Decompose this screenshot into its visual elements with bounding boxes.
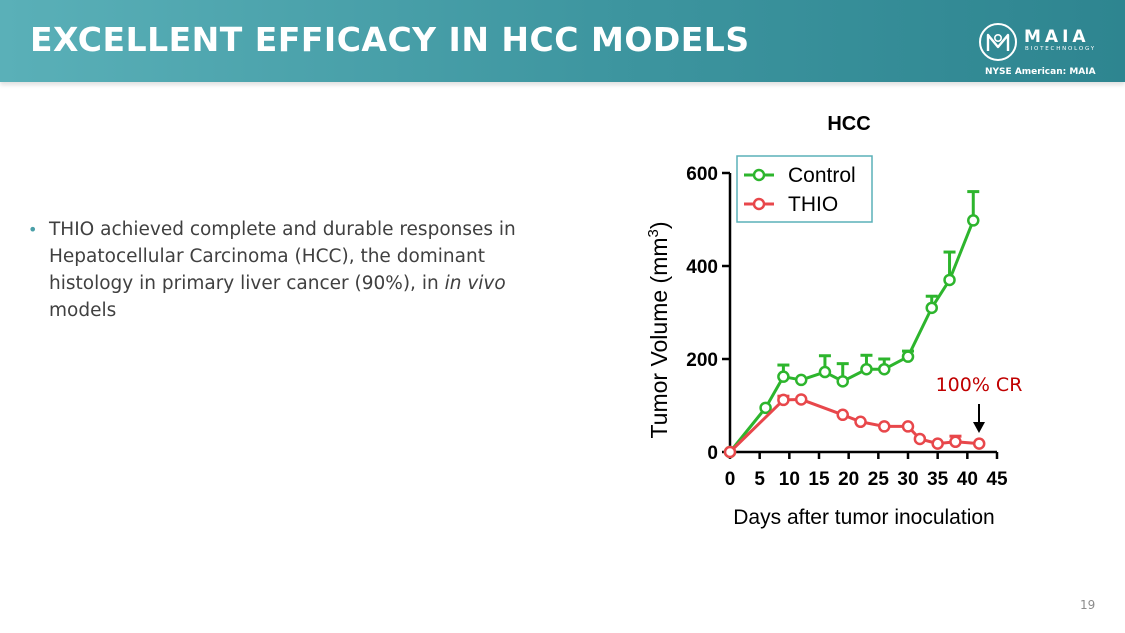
y-axis-label: Tumor Volume (mm3): [645, 221, 672, 438]
legend-box: [736, 155, 873, 223]
data-point-thio: [913, 432, 927, 446]
bullet-text-end: models: [49, 300, 117, 321]
header-bar: EXCELLENT EFFICACY IN HCC MODELS MAIA BI…: [0, 0, 1125, 82]
bullet-marker: •: [28, 220, 38, 239]
bullet-item: • THIO achieved complete and durable res…: [28, 216, 558, 324]
maia-logo-icon: [979, 23, 1017, 61]
logo-subtitle: BIOTECHNOLOGY: [1025, 46, 1096, 52]
x-tick-label: 5: [754, 469, 765, 490]
data-point-control: [794, 373, 808, 387]
data-point-thio: [931, 437, 944, 450]
data-point-control: [967, 214, 980, 227]
legend-marker-control: [752, 168, 766, 182]
y-tick-label: 400: [686, 257, 718, 278]
bullet-text: THIO achieved complete and durable respo…: [49, 219, 516, 294]
data-point-thio: [723, 445, 737, 459]
y-axis-label-close: ): [646, 221, 672, 229]
legend-label-thio: THIO: [788, 193, 838, 216]
x-tick-label: 35: [927, 469, 949, 490]
company-logo: MAIA BIOTECHNOLOGY: [978, 22, 1108, 62]
x-tick-label: 0: [725, 469, 736, 490]
data-point-control: [925, 301, 938, 315]
chart-legend: Control THIO: [736, 155, 873, 223]
y-tick-label: 0: [707, 443, 718, 464]
data-point-thio: [794, 393, 808, 406]
y-axis-ticks: 0 200 400 600: [686, 164, 730, 464]
x-axis-label: Days after tumor inoculation: [733, 506, 994, 529]
x-tick-label: 25: [868, 469, 890, 490]
chart-title: HCC: [827, 113, 870, 135]
annotation-arrow-icon: [973, 404, 985, 433]
legend-label-control: Control: [788, 164, 856, 187]
data-point-thio: [901, 420, 915, 433]
bullet-list: • THIO achieved complete and durable res…: [28, 216, 558, 324]
x-tick-label: 45: [986, 469, 1008, 490]
y-axis-label-main: Tumor Volume (mm: [646, 237, 672, 438]
data-point-thio: [949, 435, 962, 449]
data-point-control: [878, 362, 891, 376]
bullet-italic-text: in vivo: [444, 273, 506, 294]
y-tick-label: 600: [686, 164, 718, 185]
data-point-control: [860, 362, 873, 376]
x-tick-label: 40: [957, 469, 978, 490]
data-point-control: [901, 350, 915, 363]
y-axis-label-sup: 3: [645, 229, 662, 237]
legend-marker-thio: [752, 197, 766, 211]
data-point-thio: [854, 415, 867, 429]
data-point-thio: [777, 393, 790, 407]
logo-wordmark: MAIA: [1024, 27, 1090, 47]
x-axis-ticks: 0 5 10 15 20 25 30 35 40 45: [725, 452, 1008, 490]
chart-series: [723, 190, 986, 459]
page-number: 19: [1080, 598, 1096, 612]
data-point-thio: [878, 420, 891, 433]
x-tick-label: 10: [779, 469, 800, 490]
data-point-control: [836, 375, 849, 388]
data-point-control: [943, 273, 956, 287]
data-point-control: [759, 401, 772, 415]
chart-axes: [728, 173, 997, 454]
page-title: EXCELLENT EFFICACY IN HCC MODELS: [30, 20, 750, 59]
x-tick-label: 30: [897, 469, 918, 490]
x-tick-label: 20: [838, 469, 859, 490]
stock-ticker: NYSE American: MAIA: [985, 67, 1096, 77]
data-point-control: [818, 365, 832, 379]
data-point-thio: [972, 437, 986, 450]
annotation-100-cr: 100% CR: [936, 374, 1023, 396]
data-point-thio: [836, 408, 849, 422]
y-tick-label: 200: [686, 350, 718, 371]
x-tick-label: 15: [808, 469, 830, 490]
data-point-control: [777, 370, 790, 383]
